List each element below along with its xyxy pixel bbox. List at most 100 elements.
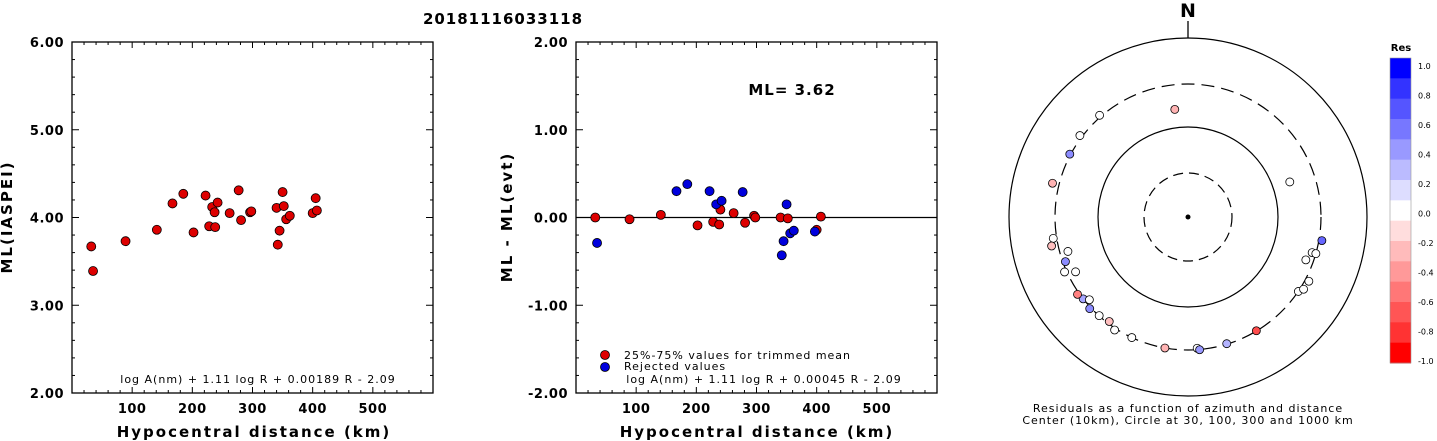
plot1-ylabel: ML(IASPEI) <box>0 160 16 273</box>
x-tick-label: 400 <box>802 402 831 417</box>
trimmed-residual-point <box>728 208 739 219</box>
ml-data-point <box>200 190 211 201</box>
rejected-residual-point <box>737 187 748 197</box>
ml-data-point <box>233 185 244 196</box>
colorbar-cell <box>1390 281 1411 303</box>
colorbar-ticks: 1.0 0.8 0.6 0.4 0.2 0.0 -0.2 -0.4 -0.6 -0.8 -1.0 <box>1418 62 1434 366</box>
ml-data-point <box>277 187 288 197</box>
station-residual-marker <box>1195 345 1205 355</box>
rejected-residual-point <box>788 225 799 236</box>
colorbar-outline <box>1389 57 1412 364</box>
ring-1000km <box>1008 37 1368 397</box>
y-tick-label: 2.00 <box>534 36 568 51</box>
station-residual-marker <box>1063 247 1073 256</box>
trimmed-residual-point <box>782 213 793 224</box>
plot2-xlabel: Hypocentral distance (km) <box>620 423 895 441</box>
ml-data-point <box>310 193 321 204</box>
trimmed-residual-point <box>740 217 750 228</box>
station-residual-marker <box>1170 105 1180 114</box>
colorbar-tick-label: 0.4 <box>1418 151 1431 160</box>
north-label: N <box>1180 0 1196 22</box>
colorbar-tick-label: 0.2 <box>1418 180 1431 189</box>
colorbar-cell <box>1390 139 1411 161</box>
station-residual-marker <box>1065 149 1075 159</box>
ml-data-point <box>212 197 223 208</box>
ring-100km <box>1097 126 1279 308</box>
plot1-xlabel: Hypocentral distance (km) <box>117 423 392 441</box>
trimmed-residual-point <box>692 220 703 231</box>
x-tick-label: 200 <box>178 402 207 417</box>
ring-30km <box>1143 172 1233 262</box>
colorbar-cell <box>1390 261 1411 283</box>
plot2-formula: log A(nm) + 1.11 log R + 0.00045 R - 2.0… <box>626 373 901 386</box>
x-tick-label: 300 <box>742 402 771 417</box>
ml-data-point <box>178 188 189 199</box>
azimuth-residual-map: N Residuals as a function of azimuth and… <box>1008 0 1368 427</box>
colorbar-cell <box>1390 322 1411 344</box>
y-tick-label: 2.00 <box>30 387 64 402</box>
x-tick-label: 100 <box>622 402 651 417</box>
plot2-ylabel: ML - ML(evt) <box>498 152 516 282</box>
ml-data-point <box>209 207 220 218</box>
y-tick-label: 3.00 <box>30 299 64 314</box>
colorbar-tick-label: 1.0 <box>1418 62 1431 71</box>
plot1-points <box>86 185 322 276</box>
colorbar-cell <box>1390 342 1411 364</box>
trimmed-residual-point <box>590 212 601 223</box>
station-residual-marker <box>1311 249 1321 259</box>
station-residual-marker <box>1047 241 1057 251</box>
station-residual-marker <box>1299 284 1308 294</box>
station-residual-marker <box>1085 304 1095 314</box>
ml-data-point <box>246 206 257 217</box>
ml-data-point <box>188 227 199 238</box>
colorbar-cells <box>1389 57 1412 364</box>
colorbar-tick-label: 0.8 <box>1418 92 1431 101</box>
station-residual-marker <box>1251 326 1261 336</box>
rejected-residual-point <box>671 186 682 197</box>
ring-300km <box>1054 83 1322 351</box>
plot1-ticks: 100 200 300 400 500 2.00 3.00 4.00 5.00 6.00 <box>30 36 433 417</box>
colorbar-tick-label: -0.8 <box>1418 328 1434 337</box>
trimmed-residual-point <box>750 212 761 223</box>
y-tick-label: 4.00 <box>30 212 64 227</box>
rejected-residual-point <box>809 226 820 237</box>
colorbar-cell <box>1390 200 1411 222</box>
colorbar-cell <box>1390 241 1411 262</box>
ml-data-point <box>284 210 295 221</box>
plot1-frame <box>71 41 434 394</box>
station-residual-marker <box>1073 289 1082 299</box>
colorbar-tick-label: -1.0 <box>1418 357 1434 366</box>
trimmed-residual-point <box>624 214 635 225</box>
ml-data-point <box>120 236 131 247</box>
rejected-residual-point <box>781 199 792 210</box>
residual-colorbar: Res 1.0 0.8 0.6 0.4 0.2 0.0 -0.2 -0.4 -0.6 -0.8 -1… <box>1389 43 1434 366</box>
ml-data-point <box>86 241 97 252</box>
ml-data-point <box>274 225 285 236</box>
ml-data-point <box>311 205 322 216</box>
station-residual-marker <box>1061 257 1070 267</box>
legend-trimmed-marker <box>600 350 610 360</box>
ml-residual-plot: 100 200 300 400 500 -2.00 -1.00 0.00 1.00 2.00 ML… <box>498 36 938 441</box>
x-tick-label: 400 <box>298 402 327 417</box>
station-residual-marker <box>1060 267 1069 277</box>
ml-data-point <box>210 222 221 233</box>
station-residual-marker <box>1301 255 1311 265</box>
station-residual-marker <box>1285 177 1295 187</box>
station-residual-marker <box>1104 317 1114 326</box>
colorbar-cell <box>1390 98 1411 120</box>
colorbar-cell <box>1390 302 1411 323</box>
legend-rejected-marker <box>600 362 610 372</box>
station-residual-marker <box>1127 333 1137 342</box>
y-tick-label: 0.00 <box>534 212 568 227</box>
colorbar-cell <box>1390 78 1411 100</box>
legend-trimmed-label: 25%-75% values for trimmed mean <box>624 349 851 362</box>
y-tick-label: -1.00 <box>528 299 568 314</box>
rejected-residual-point <box>682 179 693 190</box>
map-caption-line2: Center (10km), Circle at 30, 100, 300 an… <box>1022 414 1353 427</box>
rejected-residual-point <box>592 238 602 248</box>
y-tick-label: 6.00 <box>30 36 64 51</box>
rejected-residual-point <box>776 250 787 261</box>
station-residual-marker <box>1095 110 1105 120</box>
trimmed-residual-point <box>655 209 666 220</box>
